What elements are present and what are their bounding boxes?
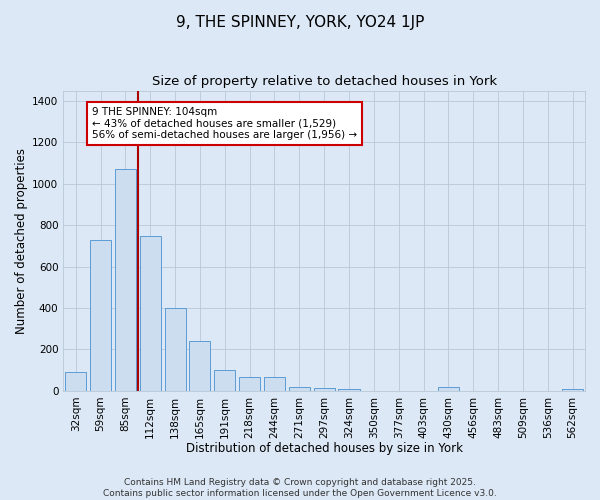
Bar [239,378,260,391]
Text: 9, THE SPINNEY, YORK, YO24 1JP: 9, THE SPINNEY, YORK, YO24 1JP [176,15,424,30]
Text: Contains HM Land Registry data © Crown copyright and database right 2025.
Contai: Contains HM Land Registry data © Crown c… [103,478,497,498]
Bar [164,308,185,391]
Bar [65,372,86,391]
Bar [264,378,285,391]
Bar [314,388,335,391]
X-axis label: Distribution of detached houses by size in York: Distribution of detached houses by size … [185,442,463,455]
Bar [562,389,583,391]
Title: Size of property relative to detached houses in York: Size of property relative to detached ho… [152,75,497,88]
Y-axis label: Number of detached properties: Number of detached properties [15,148,28,334]
Bar [190,341,211,391]
Bar [214,370,235,391]
Bar [140,236,161,391]
Text: 9 THE SPINNEY: 104sqm
← 43% of detached houses are smaller (1,529)
56% of semi-d: 9 THE SPINNEY: 104sqm ← 43% of detached … [92,107,357,140]
Bar [115,170,136,391]
Bar [90,240,111,391]
Bar [438,386,459,391]
Bar [289,386,310,391]
Bar [338,389,359,391]
